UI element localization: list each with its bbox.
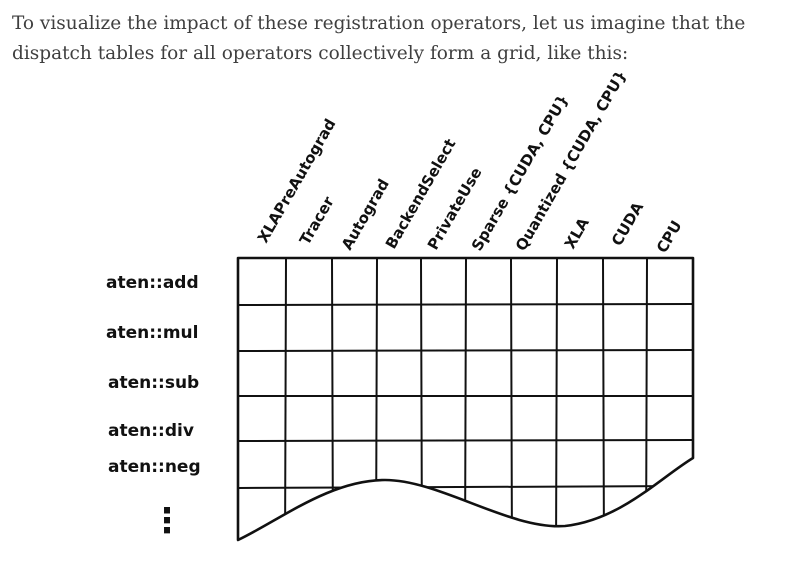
column-labels: XLAPreAutograd Tracer Autograd BackendSe… xyxy=(254,67,686,256)
column-label: XLAPreAutograd xyxy=(254,116,340,246)
more-rows-marker: ⋮ xyxy=(150,501,184,541)
row-label: aten::neg xyxy=(108,457,201,477)
column-label: CUDA xyxy=(608,199,647,249)
intro-paragraph: To visualize the impact of these registr… xyxy=(12,13,746,64)
column-label: Tracer xyxy=(296,193,338,248)
dispatch-grid xyxy=(236,256,695,542)
row-label: aten::div xyxy=(108,421,194,441)
row-labels: aten::add aten::mul aten::sub aten::div … xyxy=(106,273,201,541)
row-label: aten::sub xyxy=(108,373,199,393)
column-label: CPU xyxy=(653,217,686,256)
row-label: aten::mul xyxy=(106,323,198,343)
row-label: aten::add xyxy=(106,273,199,293)
column-label: XLA xyxy=(561,214,593,252)
